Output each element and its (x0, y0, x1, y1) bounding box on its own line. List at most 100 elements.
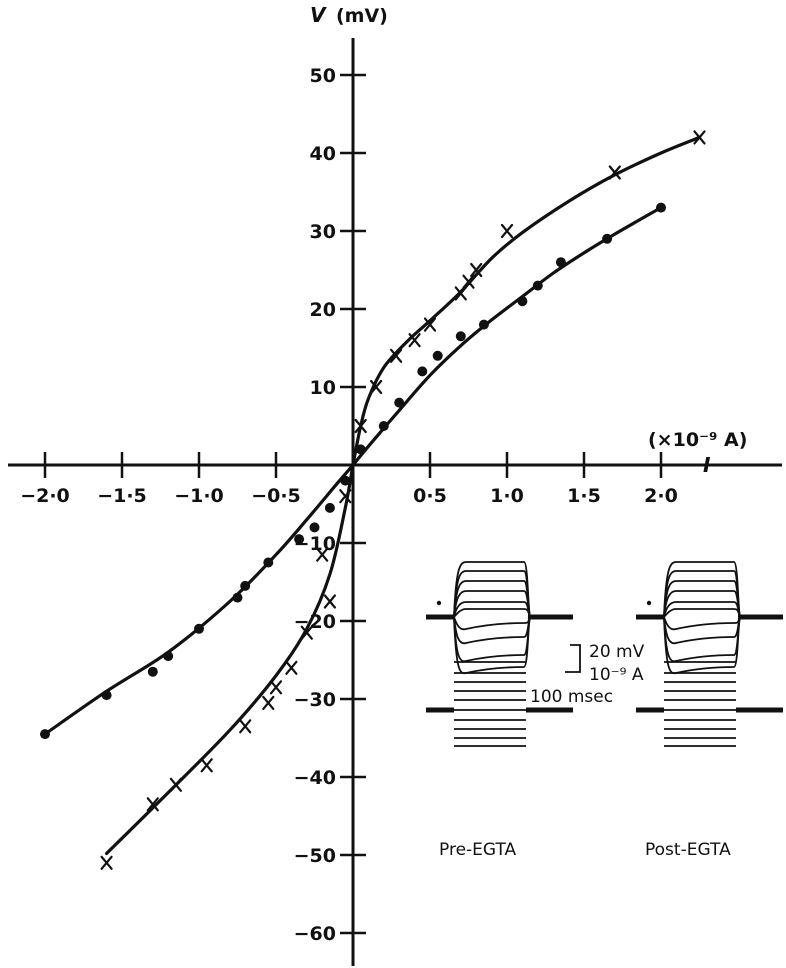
cross-point (269, 680, 283, 695)
post-egta-voltage (636, 561, 783, 675)
dot-point (555, 257, 566, 268)
x-axis-title: I (703, 453, 711, 477)
cross-stroke (693, 130, 706, 145)
voltage-trace-down (453, 616, 531, 631)
y-axis-title: V (310, 3, 327, 27)
voltage-trace-up (453, 590, 531, 618)
inset-traces (426, 561, 783, 747)
voltage-trace-down (453, 616, 531, 645)
dot-point (147, 666, 158, 677)
dot-point (263, 557, 274, 568)
cross-point (146, 797, 159, 812)
y-tick-label: −40 (294, 767, 336, 789)
x-tick-label: −2·0 (20, 485, 70, 507)
dot-point (417, 366, 428, 377)
cross-stroke (169, 777, 182, 792)
cross-point (354, 418, 367, 434)
cross-stroke (269, 680, 283, 695)
y-tick-label: −30 (294, 689, 336, 711)
cross-point (200, 758, 213, 773)
cross-stroke (285, 660, 298, 675)
dot-point (394, 397, 405, 408)
cross-stroke (339, 489, 352, 504)
voltage-trace-up (663, 580, 741, 618)
dot-point (378, 421, 389, 431)
y-tick-label: −20 (294, 611, 336, 633)
axes (8, 38, 782, 966)
cross-point (408, 333, 421, 348)
cross-point (423, 317, 437, 332)
cross-point (454, 286, 467, 301)
curve-crosses (105, 135, 702, 856)
cross-stroke (423, 317, 437, 332)
cross-stroke (100, 855, 113, 870)
dot-point (194, 623, 204, 634)
dot-point (432, 350, 443, 361)
y-tick-label: 30 (310, 221, 336, 243)
cross-point (285, 660, 298, 675)
cross-stroke (390, 348, 403, 363)
cross-point (470, 262, 483, 278)
voltage-trace-up (453, 570, 531, 618)
dot-point (232, 592, 243, 603)
x-axis-unit: (×10⁻⁹ A) (648, 429, 747, 451)
cross-stroke (454, 286, 467, 301)
dot-point (309, 522, 320, 533)
dot-point (602, 233, 613, 244)
curve-dots (43, 206, 663, 736)
x-tick-label: 2·0 (644, 485, 678, 507)
cross-stroke (354, 418, 367, 434)
x-tick-label: −1·5 (97, 485, 147, 507)
cross-point (239, 719, 252, 734)
cross-stroke (146, 797, 159, 812)
voltage-trace-down (663, 616, 741, 645)
cross-point (262, 695, 275, 711)
cross-point (169, 777, 182, 792)
dot-point (324, 502, 335, 513)
dot-point (101, 690, 112, 701)
cross-point (100, 855, 113, 870)
cross-stroke (470, 262, 483, 278)
scale-voltage-label: 20 mV (589, 642, 645, 662)
y-tick-label: −50 (294, 845, 336, 867)
cross-stroke (316, 547, 329, 562)
pre-egta-voltage (426, 561, 573, 675)
x-tick-label: −0·5 (251, 485, 301, 507)
dot-point (294, 534, 305, 545)
fit-curves (43, 135, 702, 856)
cross-stroke (300, 625, 313, 640)
cross-stroke (462, 274, 475, 289)
voltage-trace-up (663, 590, 741, 618)
cross-point (300, 625, 313, 640)
dot-point (656, 202, 666, 213)
y-tick-label: −60 (294, 923, 336, 945)
ticks: −2·0 −1·5 −1·0 −0·5 0·5 1·0 1·5 2·05040302010−1… (20, 65, 678, 945)
voltage-trace-up (663, 608, 741, 618)
voltage-trace-up (453, 608, 531, 618)
dot-point (240, 580, 251, 591)
dot-point (455, 331, 466, 342)
cross-point (608, 165, 621, 180)
dot-point (40, 729, 50, 740)
cross-stroke (370, 379, 383, 395)
cross-point (693, 130, 706, 145)
x-tick-label: 1·0 (490, 485, 524, 507)
cross-stroke (239, 719, 252, 734)
cross-stroke (408, 333, 421, 348)
y-tick-label: 10 (310, 377, 336, 399)
cross-stroke (262, 695, 275, 711)
cross-point (390, 348, 403, 363)
cross-point (370, 379, 383, 395)
cross-stroke (200, 758, 213, 773)
dot-point (517, 296, 528, 307)
y-tick-label: 40 (310, 143, 336, 165)
post-egta-label: Post-EGTA (645, 840, 731, 860)
cross-stroke (500, 223, 514, 239)
dot-point (163, 651, 174, 662)
dot-point (340, 475, 351, 486)
scale-time-label: 100 msec (530, 687, 613, 707)
stim-dot (646, 600, 652, 606)
y-axis-unit: (mV) (336, 5, 388, 27)
voltage-trace-down (663, 616, 741, 631)
